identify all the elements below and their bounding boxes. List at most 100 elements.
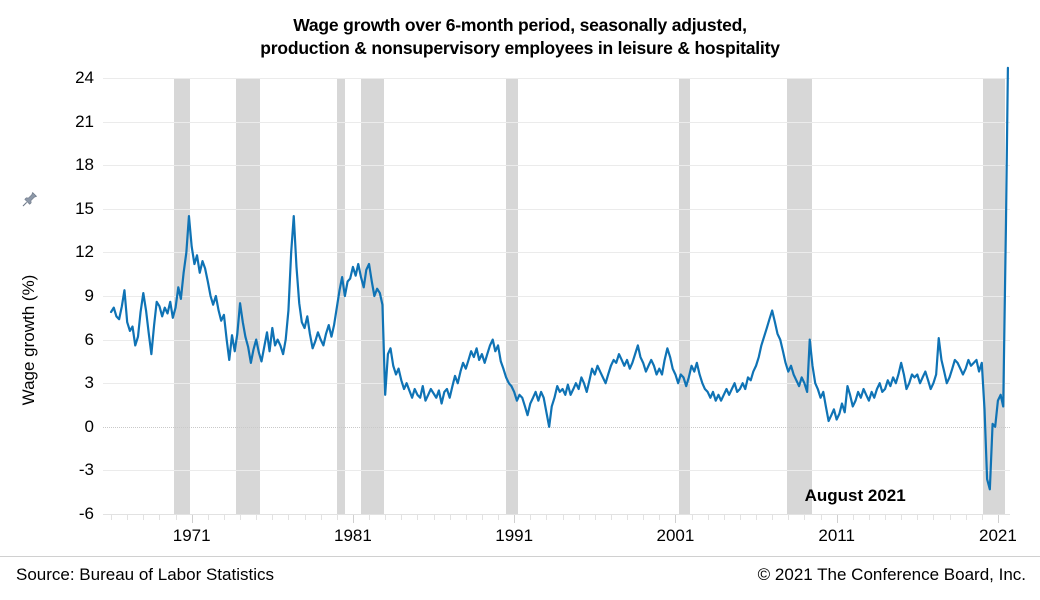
x-tick-minor [337, 515, 338, 520]
x-tick-minor [143, 515, 144, 520]
x-tick-minor [498, 515, 499, 520]
x-tick-minor [659, 515, 660, 520]
gridline [103, 122, 1010, 123]
x-tick-minor [885, 515, 886, 520]
x-tick-major [192, 515, 193, 523]
gridline [103, 78, 1010, 79]
x-tick-minor [579, 515, 580, 520]
x-tick-major [675, 515, 676, 523]
x-tick-minor [530, 515, 531, 520]
x-tick-minor [546, 515, 547, 520]
x-tick-minor [869, 515, 870, 520]
x-tick-minor [756, 515, 757, 520]
x-tick-minor [288, 515, 289, 520]
x-tick-minor [966, 515, 967, 520]
x-tick-minor [708, 515, 709, 520]
y-tick-label: 18 [75, 155, 94, 175]
x-tick-minor [224, 515, 225, 520]
x-tick-minor [950, 515, 951, 520]
x-tick-minor [159, 515, 160, 520]
plot-area: August 2021 [103, 66, 1010, 515]
x-tick-minor [176, 515, 177, 520]
series-line-layer [109, 66, 1009, 491]
x-tick-minor [240, 515, 241, 520]
gridline [103, 209, 1010, 210]
x-tick-minor [321, 515, 322, 520]
y-tick-label: 12 [75, 242, 94, 262]
x-tick-label: 1981 [334, 526, 372, 545]
x-tick-minor [417, 515, 418, 520]
x-tick-label: 2001 [656, 526, 695, 545]
x-axis-ticks [103, 515, 1010, 523]
x-tick-minor [401, 515, 402, 520]
y-tick-label: 6 [84, 329, 94, 349]
gridline [103, 340, 1010, 341]
y-axis-tick-labels: 24 21 18 15 12 9 6 3 0 -3 -6 [38, 69, 94, 522]
y-tick-label: -3 [78, 460, 94, 480]
x-tick-minor [692, 515, 693, 520]
x-tick-minor [272, 515, 273, 520]
x-tick-minor [563, 515, 564, 520]
x-tick-minor [643, 515, 644, 520]
x-tick-minor [482, 515, 483, 520]
x-tick-minor [933, 515, 934, 520]
x-tick-minor [724, 515, 725, 520]
x-tick-minor [788, 515, 789, 520]
x-tick-minor [740, 515, 741, 520]
x-tick-minor [821, 515, 822, 520]
x-tick-minor [369, 515, 370, 520]
x-tick-major [514, 515, 515, 523]
x-tick-major [998, 515, 999, 523]
x-tick-minor [111, 515, 112, 520]
x-tick-minor [917, 515, 918, 520]
chart-title: Wage growth over 6-month period, seasona… [0, 14, 1040, 60]
gridline [103, 165, 1010, 166]
x-tick-label: 2021 [978, 526, 1017, 545]
y-tick-label: 3 [84, 373, 94, 393]
x-tick-minor [434, 515, 435, 520]
x-tick-minor [611, 515, 612, 520]
x-tick-label: 1991 [495, 526, 534, 545]
gridline [103, 296, 1010, 297]
x-tick-minor [208, 515, 209, 520]
x-tick-minor [466, 515, 467, 520]
source-note: Source: Bureau of Labor Statistics [16, 565, 274, 584]
y-tick-label: 0 [84, 416, 94, 436]
y-axis-title: Wage growth (%) [19, 274, 38, 406]
footer-divider [0, 556, 1040, 557]
gridline [103, 470, 1010, 471]
x-tick-minor [385, 515, 386, 520]
x-tick-minor [804, 515, 805, 520]
y-tick-label: -6 [78, 504, 94, 523]
copyright-note: © 2021 The Conference Board, Inc. [757, 565, 1026, 584]
x-tick-major [837, 515, 838, 523]
x-tick-minor [627, 515, 628, 520]
x-axis-tick-labels: 1971 1981 1991 2001 2011 2021 [103, 526, 1017, 550]
x-tick-minor [853, 515, 854, 520]
x-tick-major [353, 515, 354, 523]
x-axis-line [103, 514, 1010, 515]
x-tick-minor [305, 515, 306, 520]
chart-title-line-1: Wage growth over 6-month period, seasona… [293, 15, 747, 35]
x-tick-minor [256, 515, 257, 520]
pin-icon [22, 192, 37, 207]
x-tick-minor [127, 515, 128, 520]
zero-gridline [103, 427, 1010, 428]
x-tick-minor [772, 515, 773, 520]
x-tick-minor [595, 515, 596, 520]
wage-growth-line [109, 66, 1009, 491]
gridline [103, 383, 1010, 384]
y-tick-label: 24 [75, 68, 94, 87]
y-tick-label: 15 [75, 198, 94, 218]
x-tick-minor [982, 515, 983, 520]
x-tick-label: 1971 [172, 526, 211, 545]
annotation-august-2021: August 2021 [804, 485, 906, 505]
chart-title-line-2: production & nonsupervisory employees in… [260, 38, 780, 58]
x-tick-minor [901, 515, 902, 520]
y-tick-label: 9 [84, 286, 94, 305]
gridline [103, 252, 1010, 253]
y-tick-label: 21 [75, 111, 94, 131]
x-tick-label: 2011 [818, 526, 855, 545]
x-tick-minor [450, 515, 451, 520]
